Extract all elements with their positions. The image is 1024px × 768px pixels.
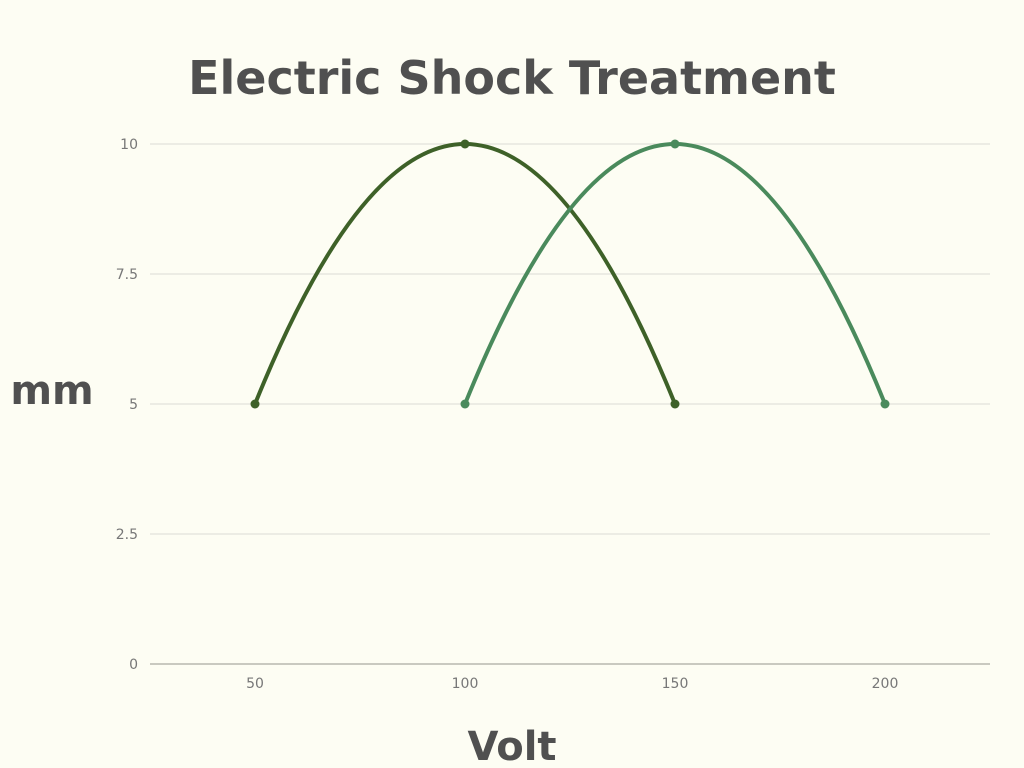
x-tick-label: 100	[452, 676, 479, 692]
data-point	[250, 399, 260, 409]
y-axis-title: mm	[10, 368, 93, 414]
series-layer	[250, 139, 890, 409]
data-point	[670, 399, 680, 409]
chart-title: Electric Shock Treatment	[188, 51, 836, 105]
x-tick-label: 50	[246, 676, 264, 692]
x-tick-label: 150	[662, 676, 689, 692]
y-tick-label: 0	[129, 657, 138, 673]
y-tick-label: 5	[129, 397, 138, 413]
data-point	[880, 399, 890, 409]
data-point	[460, 399, 470, 409]
x-tick-label: 200	[872, 676, 899, 692]
y-tick-label: 10	[120, 137, 138, 153]
grid-layer	[150, 143, 990, 665]
y-tick-label: 7.5	[116, 267, 138, 283]
data-point	[460, 139, 470, 149]
y-tick-label: 2.5	[116, 527, 138, 543]
x-axis-title: Volt	[467, 724, 556, 768]
tick-label-layer: 0 2.5 5 7.5 10 50 100 150 200	[116, 137, 899, 692]
data-point	[670, 139, 680, 149]
